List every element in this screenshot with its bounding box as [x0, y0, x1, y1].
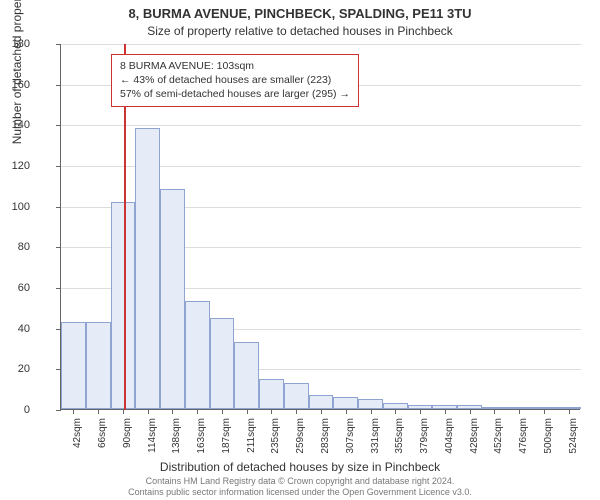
- gridline: [61, 125, 581, 126]
- x-tick-label: 211sqm: [246, 418, 257, 468]
- x-tick-label: 187sqm: [221, 418, 232, 468]
- footer-text: Contains HM Land Registry data © Crown c…: [0, 476, 600, 499]
- x-tick-mark: [346, 409, 347, 414]
- x-tick-mark: [148, 409, 149, 414]
- y-tick-mark: [56, 207, 61, 208]
- y-tick-mark: [56, 247, 61, 248]
- x-tick-label: 66sqm: [97, 418, 108, 468]
- chart-container: 8, BURMA AVENUE, PINCHBECK, SPALDING, PE…: [0, 0, 600, 500]
- histogram-bar: [259, 379, 284, 410]
- annotation-box: 8 BURMA AVENUE: 103sqm ← 43% of detached…: [111, 54, 359, 107]
- x-tick-label: 355sqm: [394, 418, 405, 468]
- y-tick-mark: [56, 125, 61, 126]
- x-tick-mark: [544, 409, 545, 414]
- histogram-bar: [234, 342, 259, 409]
- x-tick-label: 331sqm: [370, 418, 381, 468]
- y-tick-mark: [56, 288, 61, 289]
- x-tick-mark: [247, 409, 248, 414]
- x-tick-label: 404sqm: [444, 418, 455, 468]
- x-tick-label: 90sqm: [122, 418, 133, 468]
- y-tick-label: 40: [0, 323, 30, 335]
- y-tick-mark: [56, 166, 61, 167]
- annotation-line-1: 8 BURMA AVENUE: 103sqm: [120, 59, 350, 73]
- x-tick-label: 283sqm: [320, 418, 331, 468]
- y-tick-label: 160: [0, 79, 30, 91]
- x-tick-label: 235sqm: [270, 418, 281, 468]
- x-tick-label: 259sqm: [295, 418, 306, 468]
- x-tick-mark: [371, 409, 372, 414]
- x-tick-label: 379sqm: [419, 418, 430, 468]
- x-tick-mark: [445, 409, 446, 414]
- x-tick-mark: [271, 409, 272, 414]
- x-tick-label: 524sqm: [568, 418, 579, 468]
- x-tick-mark: [73, 409, 74, 414]
- x-tick-label: 476sqm: [518, 418, 529, 468]
- histogram-bar: [309, 395, 334, 409]
- footer-line-1: Contains HM Land Registry data © Crown c…: [0, 476, 600, 487]
- y-tick-label: 120: [0, 160, 30, 172]
- histogram-bar: [86, 322, 111, 409]
- y-tick-mark: [56, 410, 61, 411]
- histogram-bar: [358, 399, 383, 409]
- histogram-bar: [160, 189, 185, 409]
- x-tick-mark: [569, 409, 570, 414]
- chart-title-sub: Size of property relative to detached ho…: [0, 24, 600, 38]
- x-tick-mark: [172, 409, 173, 414]
- y-tick-mark: [56, 44, 61, 45]
- x-tick-label: 500sqm: [543, 418, 554, 468]
- gridline: [61, 44, 581, 45]
- x-tick-mark: [494, 409, 495, 414]
- y-tick-label: 80: [0, 241, 30, 253]
- y-tick-label: 100: [0, 201, 30, 213]
- x-tick-label: 138sqm: [171, 418, 182, 468]
- y-tick-label: 140: [0, 119, 30, 131]
- x-tick-label: 163sqm: [196, 418, 207, 468]
- x-tick-mark: [197, 409, 198, 414]
- x-tick-mark: [321, 409, 322, 414]
- histogram-bar: [185, 301, 210, 409]
- histogram-bar: [61, 322, 86, 409]
- histogram-bar: [333, 397, 358, 409]
- x-tick-label: 428sqm: [469, 418, 480, 468]
- x-tick-mark: [296, 409, 297, 414]
- x-tick-mark: [470, 409, 471, 414]
- footer-line-2: Contains public sector information licen…: [0, 487, 600, 498]
- x-tick-label: 42sqm: [72, 418, 83, 468]
- annotation-line-3: 57% of semi-detached houses are larger (…: [120, 87, 350, 101]
- y-tick-label: 0: [0, 404, 30, 416]
- x-tick-mark: [519, 409, 520, 414]
- x-tick-label: 114sqm: [147, 418, 158, 468]
- histogram-bar: [111, 202, 136, 409]
- histogram-bar: [135, 128, 160, 409]
- y-tick-label: 180: [0, 38, 30, 50]
- x-tick-mark: [395, 409, 396, 414]
- annotation-line-2: ← 43% of detached houses are smaller (22…: [120, 73, 350, 87]
- chart-plot-area: 8 BURMA AVENUE: 103sqm ← 43% of detached…: [60, 44, 580, 410]
- histogram-bar: [210, 318, 235, 410]
- x-tick-label: 307sqm: [345, 418, 356, 468]
- x-tick-label: 452sqm: [493, 418, 504, 468]
- x-tick-mark: [98, 409, 99, 414]
- y-tick-label: 20: [0, 363, 30, 375]
- x-tick-mark: [420, 409, 421, 414]
- x-tick-mark: [222, 409, 223, 414]
- y-tick-label: 60: [0, 282, 30, 294]
- y-tick-mark: [56, 85, 61, 86]
- chart-title-main: 8, BURMA AVENUE, PINCHBECK, SPALDING, PE…: [0, 6, 600, 21]
- histogram-bar: [284, 383, 309, 409]
